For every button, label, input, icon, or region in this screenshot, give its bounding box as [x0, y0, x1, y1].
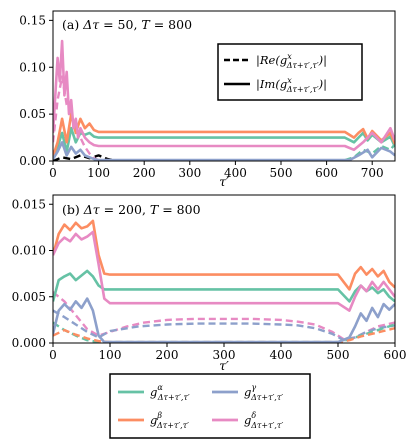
bottom-legend: gα Δτ+τ′,τ′ gγ Δτ+τ′,τ′ gβ Δτ+τ′,τ′ gδ Δτ+τ′,τ′ [109, 373, 311, 439]
panel-a-legend: |Re(gx Δτ+τ′,τ′)| |Im(gx Δτ+τ′,τ′)| [217, 43, 363, 101]
legend-solid-label: |Im(gx Δτ+τ′,τ′)| [256, 76, 327, 94]
panel-a-xtick-label: 100 [87, 166, 110, 180]
panel-a-xtick-label: 200 [133, 166, 156, 180]
panel-b-xtick-label: 400 [270, 348, 293, 362]
panel-a-series-g-re-dashed [53, 75, 100, 161]
panel-a-xtick-label: 300 [178, 166, 201, 180]
panel-b-xtick-label: 0 [49, 348, 57, 362]
panel-b-ytick-label: 0.010 [12, 244, 46, 258]
bottom-legend-label: gγ Δτ+τ′,τ′ [244, 383, 283, 402]
panel-a-ytick-label: 0.00 [19, 154, 46, 168]
bottom-legend-label: gβ Δτ+τ′,τ′ [150, 411, 189, 430]
panel-a-frame [52, 10, 396, 162]
panel-b-annotation: (b) Δτ = 200, T = 800 [62, 202, 201, 217]
panel-a-xtick-label: 700 [361, 166, 384, 180]
panel-b-xtick-label: 200 [156, 348, 179, 362]
legend-dashed-label: |Re(gx Δτ+τ′,τ′)| [256, 52, 327, 70]
panel-b-ytick-label: 0.000 [12, 336, 46, 350]
panel-a-ytick-label: 0.15 [19, 13, 46, 27]
panel-a-legend-box [217, 43, 363, 101]
panel-b-ytick-label: 0.015 [12, 197, 46, 211]
panel-b-xtick-label: 100 [99, 348, 122, 362]
panel-b: (b) Δτ = 200, T = 800 τ′ 0 100 200 300 400 50… [12, 194, 407, 373]
panel-b-xtick-label: 300 [213, 348, 236, 362]
panel-b-series-g-re-dashed [53, 309, 395, 342]
panel-a-xtick-label: 0 [49, 166, 57, 180]
bottom-legend-label: gδ Δτ+τ′,τ′ [244, 411, 283, 430]
panel-a: (a) Δτ = 50, T = 800 τ′ 0 100 200 300 400 500… [19, 10, 396, 189]
bottom-legend-label: gα Δτ+τ′,τ′ [150, 383, 190, 402]
panel-b-xtick-label: 600 [384, 348, 407, 362]
panel-a-series-g--solid [53, 141, 395, 161]
bottom-legend-box [109, 373, 311, 439]
panel-b-series-g--solid [53, 269, 395, 303]
panel-a-xtick-label: 400 [224, 166, 247, 180]
panel-a-ytick-label: 0.10 [19, 60, 46, 74]
panel-a-xtick-label: 600 [315, 166, 338, 180]
panel-a-ytick-label: 0.05 [19, 107, 46, 121]
panel-b-frame [52, 194, 396, 344]
panel-b-xtick-label: 500 [327, 348, 350, 362]
panel-b-series-g--solid [53, 297, 395, 343]
panel-b-ytick-label: 0.005 [12, 290, 46, 304]
panel-b-series-g--solid [53, 230, 395, 312]
panel-a-xlabel: τ′ [219, 174, 229, 189]
panel-b-series-g--solid [53, 219, 395, 291]
panel-a-xtick-label: 500 [270, 166, 293, 180]
panel-b-xlabel: τ′ [219, 358, 229, 373]
panel-a-series-g--solid [53, 39, 395, 152]
panel-a-series-g--solid [53, 112, 395, 157]
panel-a-annotation: (a) Δτ = 50, T = 800 [62, 17, 192, 32]
